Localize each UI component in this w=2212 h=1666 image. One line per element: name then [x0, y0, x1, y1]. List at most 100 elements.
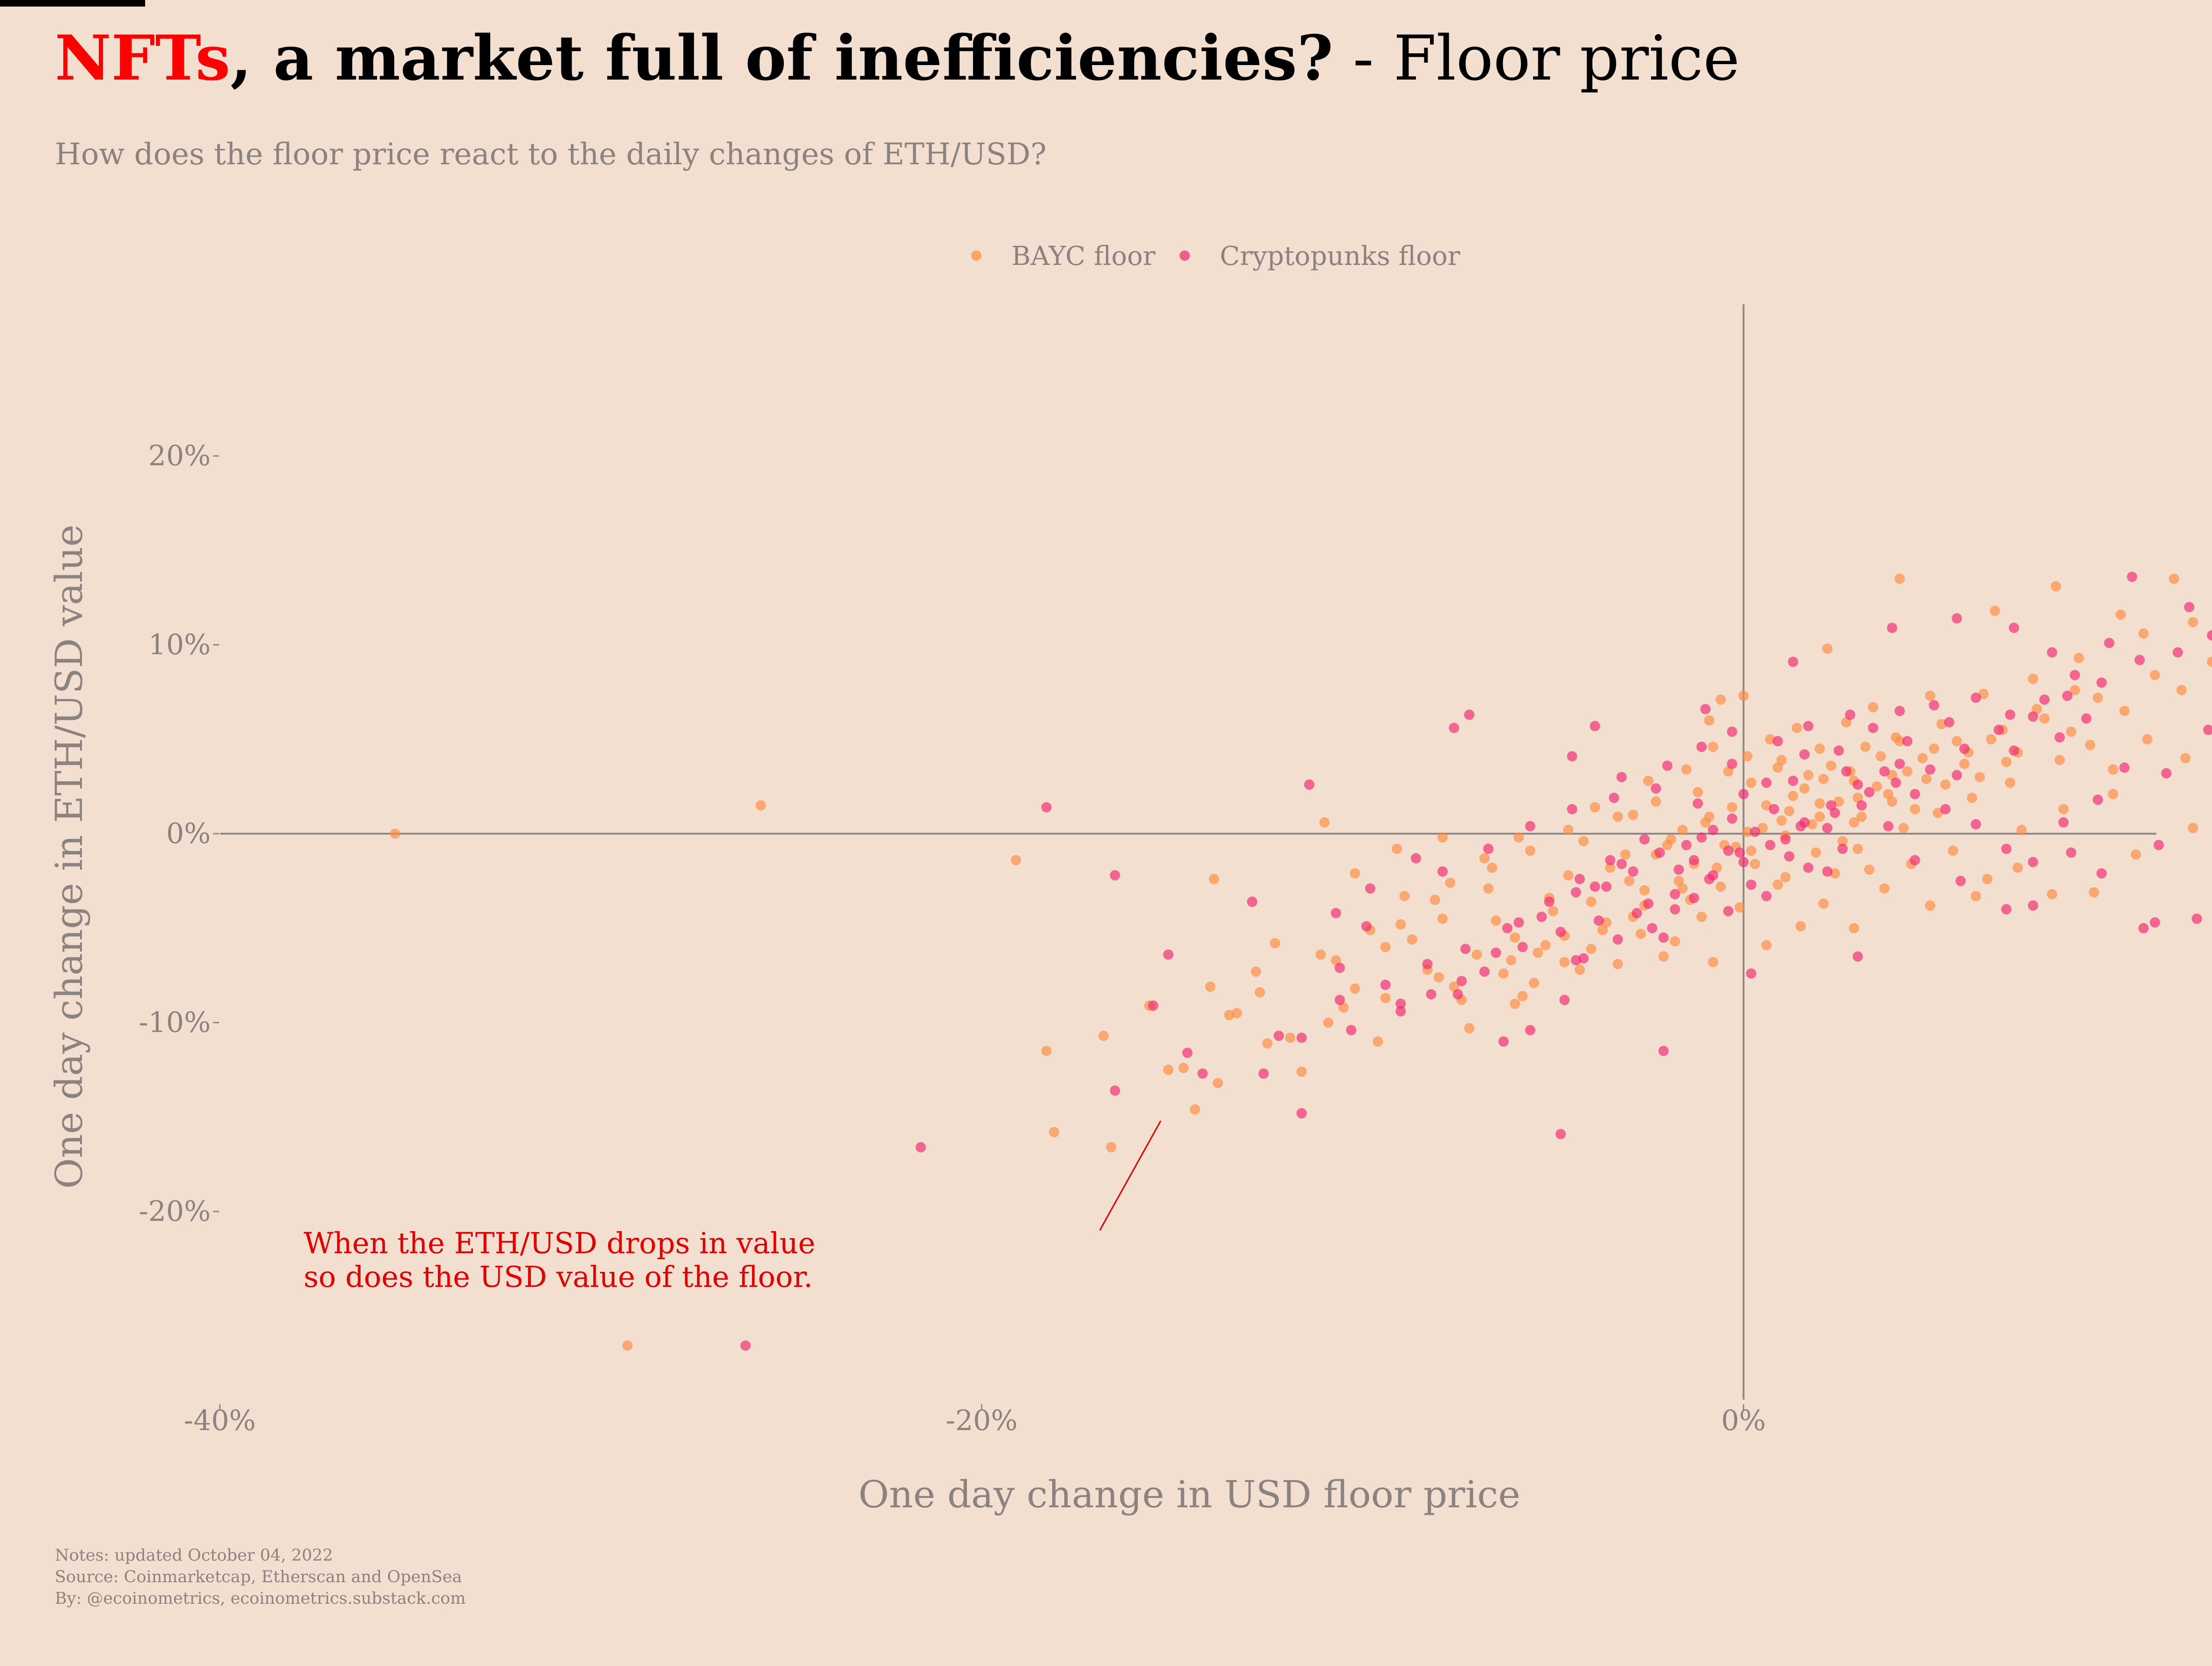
chart-subtitle: How does the floor price react to the da…: [55, 137, 1047, 172]
bayc-point: [1578, 836, 1589, 847]
bayc-point: [1826, 760, 1836, 771]
cryptopunks-point: [2093, 794, 2103, 805]
cryptopunks-point: [2127, 572, 2138, 582]
bayc-point: [1803, 770, 1814, 780]
cryptopunks-point: [1631, 908, 1642, 918]
bayc-point: [1742, 751, 1753, 762]
cryptopunks-point: [1864, 787, 1874, 798]
bayc-point: [1887, 770, 1897, 780]
bayc-point: [1163, 1064, 1174, 1075]
bayc-point: [1814, 811, 1825, 822]
bayc-point: [1548, 906, 1558, 917]
bayc-point: [1677, 824, 1688, 835]
cryptopunks-point: [1738, 857, 1749, 867]
bayc-point: [1837, 836, 1848, 847]
cryptopunks-point: [1944, 717, 1954, 727]
cryptopunks-point: [2066, 847, 2077, 858]
bayc-point: [1696, 911, 1707, 922]
bayc-point: [1533, 947, 1543, 958]
top-accent-bar: [0, 0, 145, 7]
cryptopunks-point: [1681, 840, 1692, 851]
bayc-point: [2039, 713, 2050, 724]
cryptopunks-point: [1590, 721, 1600, 731]
cryptopunks-point: [1110, 870, 1121, 881]
bayc-point: [2142, 734, 2153, 745]
bayc-point: [1947, 845, 1958, 856]
cryptopunks-point: [1970, 819, 1981, 829]
bayc-point: [1323, 1017, 1334, 1028]
bayc-point: [1708, 957, 1718, 968]
cryptopunks-point: [1696, 832, 1707, 843]
bayc-point: [2093, 692, 2103, 703]
bayc-point: [1392, 844, 1402, 854]
bayc-point: [2001, 756, 2012, 767]
cryptopunks-point: [1163, 949, 1174, 960]
cryptopunks-point: [1708, 824, 1718, 835]
cryptopunks-point: [1365, 883, 1376, 894]
cryptopunks-point: [1670, 904, 1681, 915]
bayc-point: [1605, 862, 1615, 873]
cryptopunks-point: [2138, 923, 2149, 933]
bayc-point: [1643, 776, 1654, 786]
bayc-point: [1559, 957, 1570, 968]
cryptopunks-point: [1765, 840, 1776, 851]
cryptopunks-point: [2047, 647, 2057, 658]
bayc-point: [1254, 987, 1265, 998]
cryptopunks-point: [1654, 847, 1665, 858]
bayc-point: [1380, 942, 1391, 953]
cryptopunks-point: [1601, 881, 1612, 892]
cryptopunks-point: [1746, 879, 1756, 890]
bayc-point: [1749, 859, 1760, 869]
bayc-point: [1658, 951, 1669, 962]
bayc-point: [1231, 1008, 1242, 1019]
bayc-point: [1510, 998, 1520, 1009]
cryptopunks-point: [1556, 926, 1566, 937]
bayc-point: [1814, 743, 1825, 754]
bayc-point: [1506, 955, 1517, 966]
cryptopunks-point: [2203, 725, 2212, 735]
bayc-point: [1613, 959, 1623, 969]
cryptopunks-point: [1746, 968, 1756, 979]
footer-notes: Notes: updated October 04, 2022 Source: …: [55, 1545, 466, 1609]
bayc-point: [1498, 968, 1509, 979]
cryptopunks-point: [1658, 932, 1669, 943]
bayc-point: [1407, 934, 1417, 945]
cryptopunks-point: [1490, 947, 1501, 958]
bayc-point: [755, 800, 766, 811]
bayc-point: [1262, 1038, 1273, 1049]
bayc-point: [1692, 787, 1703, 798]
bayc-point: [1635, 928, 1646, 939]
cryptopunks-point: [1616, 859, 1627, 869]
y-tick-label: 0%: [166, 817, 211, 850]
cryptopunks-point: [1895, 758, 1905, 769]
cryptopunks-point: [1274, 1030, 1284, 1041]
bayc-point: [1895, 736, 1905, 747]
bayc-point: [2050, 581, 2061, 592]
bayc-point: [1974, 772, 1985, 782]
cryptopunks-point: [1335, 995, 1345, 1005]
note-source: Source: Coinmarketcap, Etherscan and Ope…: [55, 1568, 462, 1586]
bayc-point: [1868, 702, 1879, 712]
cryptopunks-point: [1536, 911, 1547, 922]
bayc-point: [1349, 983, 1360, 994]
cryptopunks-point: [1197, 1068, 1208, 1079]
bayc-point: [1852, 793, 1863, 803]
bayc-point: [1380, 993, 1391, 1003]
cryptopunks-point: [2172, 647, 2183, 658]
bayc-point: [1792, 723, 1802, 733]
bayc-point: [1921, 774, 1932, 784]
bayc-point: [1902, 766, 1913, 777]
bayc-point: [1822, 643, 1833, 654]
legend-punks-marker: [1180, 250, 1190, 261]
cryptopunks-point: [2028, 711, 2038, 722]
bayc-point: [2188, 822, 2198, 833]
cryptopunks-point: [1841, 766, 1852, 777]
bayc-point: [1776, 815, 1787, 826]
bayc-point: [1529, 977, 1540, 988]
cryptopunks-point: [1784, 851, 1795, 862]
cryptopunks-point: [2062, 690, 2072, 701]
cryptopunks-point: [1772, 736, 1783, 747]
bayc-point: [2176, 685, 2187, 696]
cryptopunks-point: [1788, 776, 1799, 786]
cryptopunks-point: [1449, 723, 1460, 733]
